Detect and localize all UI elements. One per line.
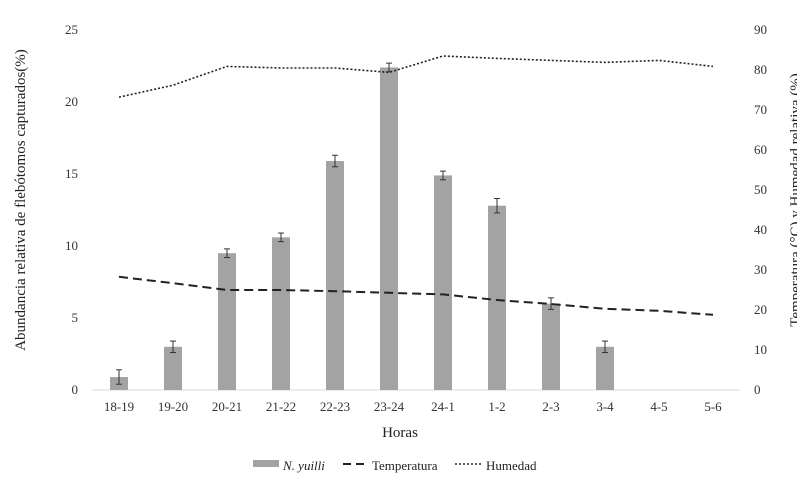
- y-right-tick-label: 90: [754, 22, 767, 37]
- y-right-tick-label: 70: [754, 102, 767, 117]
- y-left-tick-label: 25: [65, 22, 78, 37]
- bar: [488, 205, 506, 390]
- x-axis-ticks: 18-19 19-20 20-21 21-22 22-23 23-24 24-1 1-2 2-3…: [104, 399, 722, 414]
- y-axis-left-title: Abundancia relativa de flebótomos captur…: [13, 49, 29, 351]
- x-tick-label: 2-3: [542, 399, 559, 414]
- bar: [218, 253, 236, 390]
- y-right-tick-label: 20: [754, 302, 767, 317]
- bar: [326, 161, 344, 390]
- y-right-tick-label: 0: [754, 382, 761, 397]
- bar-series: [110, 62, 614, 390]
- legend: N. yuilli Temperatura Humedad: [253, 458, 537, 473]
- y-left-tick-label: 0: [72, 382, 79, 397]
- legend-label: Temperatura: [372, 458, 438, 473]
- x-tick-label: 21-22: [266, 399, 296, 414]
- line-series: [118, 55, 714, 316]
- x-tick-label: 20-21: [212, 399, 242, 414]
- series-line-humedad: [118, 55, 714, 98]
- bar: [380, 67, 398, 390]
- x-tick-label: 3-4: [596, 399, 614, 414]
- series-line-temperatura: [118, 275, 714, 316]
- y-right-tick-label: 50: [754, 182, 767, 197]
- x-tick-label: 22-23: [320, 399, 350, 414]
- y-right-tick-label: 10: [754, 342, 767, 357]
- legend-swatch-bar: [253, 460, 279, 467]
- x-tick-label: 4-5: [650, 399, 667, 414]
- y-right-tick-label: 80: [754, 62, 767, 77]
- bar: [596, 346, 614, 390]
- x-tick-label: 1-2: [488, 399, 505, 414]
- x-tick-label: 18-19: [104, 399, 134, 414]
- right-axis-ticks: 0 10 20 30 40 50 60 70 80 90: [754, 22, 767, 397]
- x-axis-title: Horas: [382, 425, 418, 441]
- x-tick-label: 5-6: [704, 399, 722, 414]
- bar: [272, 237, 290, 390]
- y-right-tick-label: 60: [754, 142, 767, 157]
- bar: [434, 175, 452, 390]
- legend-label: N. yuilli: [282, 458, 325, 473]
- x-tick-label: 24-1: [431, 399, 455, 414]
- y-right-tick-label: 30: [754, 262, 767, 277]
- y-left-tick-label: 10: [65, 238, 78, 253]
- legend-label: Humedad: [486, 458, 537, 473]
- y-left-tick-label: 5: [72, 310, 79, 325]
- x-tick-label: 19-20: [158, 399, 188, 414]
- y-left-tick-label: 15: [65, 166, 78, 181]
- y-left-tick-label: 20: [65, 94, 78, 109]
- y-right-tick-label: 40: [754, 222, 767, 237]
- bar: [542, 303, 560, 390]
- bar: [164, 346, 182, 390]
- x-tick-label: 23-24: [374, 399, 405, 414]
- y-axis-right-title: Temperatura (°C) y Humedad relativa (%): [788, 73, 797, 327]
- left-axis-ticks: 0 5 10 15 20 25: [65, 22, 78, 397]
